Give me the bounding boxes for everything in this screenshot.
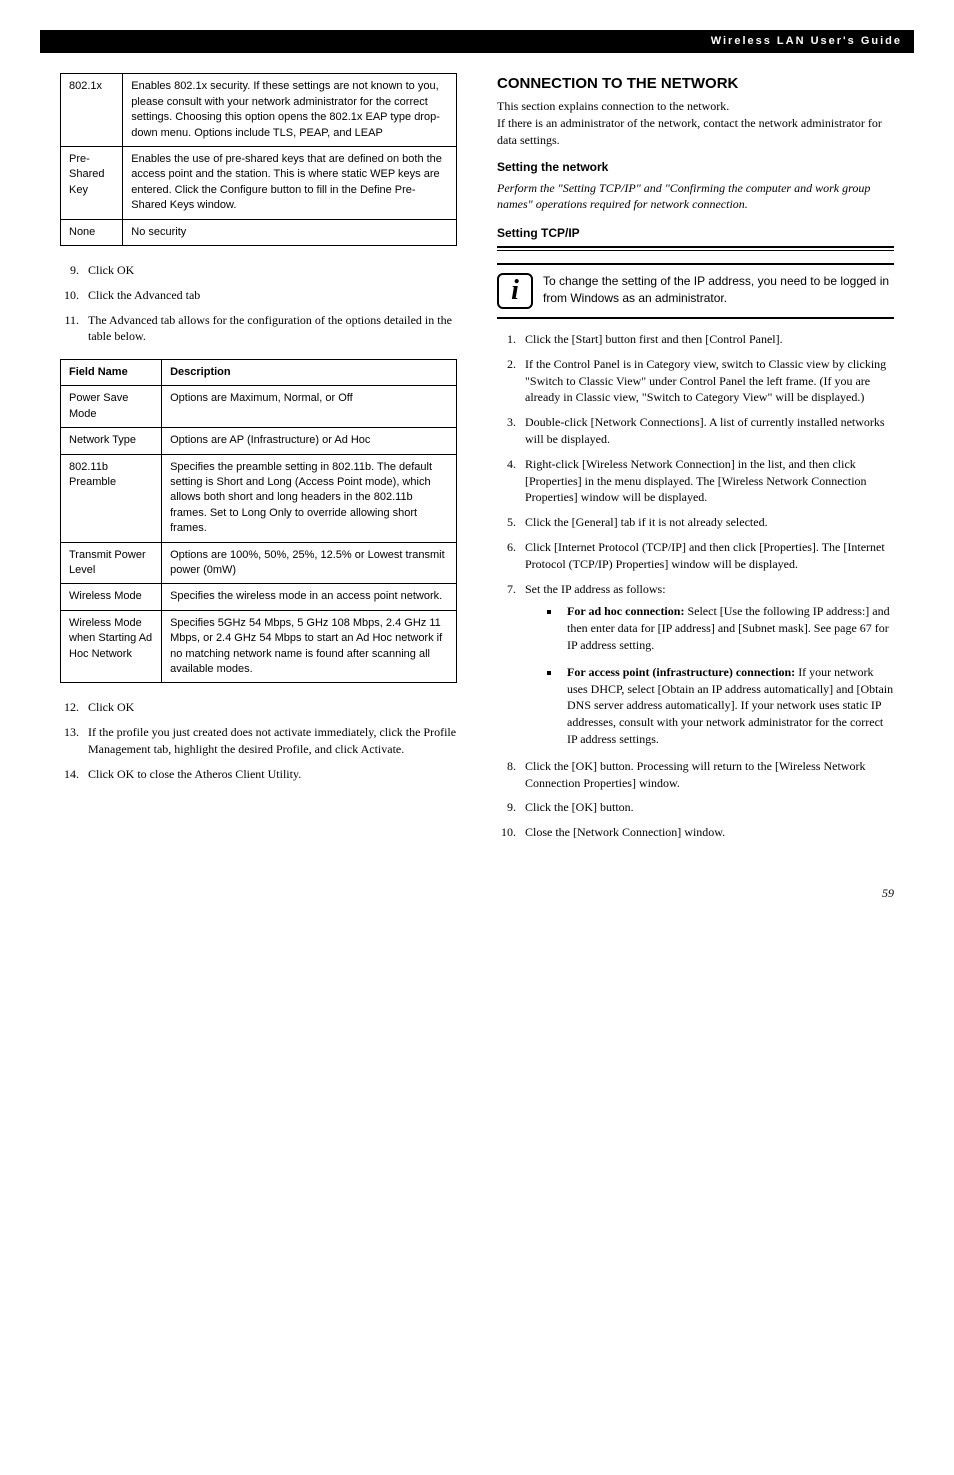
list-item: Click the [Start] button first and then … <box>519 331 894 348</box>
info-icon: i <box>497 273 533 309</box>
list-item: Click the [OK] button. <box>519 799 894 816</box>
note-box: i To change the setting of the IP addres… <box>497 263 894 319</box>
header-bar: Wireless LAN User's Guide <box>40 30 914 53</box>
list-item: Click OK <box>82 699 457 716</box>
lead: For ad hoc connection: <box>567 604 684 618</box>
list-item: Click [Internet Protocol (TCP/IP] and th… <box>519 539 894 573</box>
list-item: Click OK to close the Atheros Client Uti… <box>82 766 457 783</box>
left-column: 802.1xEnables 802.1x security. If these … <box>60 73 457 855</box>
steps-list-1: Click OK Click the Advanced tab The Adva… <box>60 262 457 345</box>
section-title: CONNECTION TO THE NETWORK <box>497 73 894 94</box>
steps-list-2: Click OK If the profile you just created… <box>60 699 457 782</box>
table-head-row: Field Name Description <box>61 360 457 386</box>
th-desc: Description <box>162 360 457 386</box>
steps-list-tcpip: Click the [Start] button first and then … <box>497 331 894 841</box>
table-row: Power Save ModeOptions are Maximum, Norm… <box>61 386 457 428</box>
table-row: Network TypeOptions are AP (Infrastructu… <box>61 428 457 454</box>
cell-desc: Enables the use of pre-shared keys that … <box>123 146 457 219</box>
right-column: CONNECTION TO THE NETWORK This section e… <box>497 73 894 855</box>
subhead-tcpip: Setting TCP/IP <box>497 225 894 242</box>
th-field: Field Name <box>61 360 162 386</box>
table-row: Wireless Mode when Starting Ad Hoc Netwo… <box>61 610 457 683</box>
intro-line-1: This section explains connection to the … <box>497 98 894 115</box>
cell-desc: Enables 802.1x security. If these settin… <box>123 74 457 147</box>
list-item: If the profile you just created does not… <box>82 724 457 758</box>
table-row: Wireless ModeSpecifies the wireless mode… <box>61 584 457 610</box>
rule <box>497 246 894 251</box>
table-row: NoneNo security <box>61 219 457 245</box>
table-row: Transmit Power LevelOptions are 100%, 50… <box>61 542 457 584</box>
list-item: Close the [Network Connection] window. <box>519 824 894 841</box>
subhead-text: Perform the "Setting TCP/IP" and "Confir… <box>497 180 894 214</box>
list-item: Click the [General] tab if it is not alr… <box>519 514 894 531</box>
list-item: If the Control Panel is in Category view… <box>519 356 894 406</box>
list-item: Double-click [Network Connections]. A li… <box>519 414 894 448</box>
table-row: 802.11b PreambleSpecifies the preamble s… <box>61 454 457 542</box>
page-number: 59 <box>60 885 894 902</box>
subhead-setting-network: Setting the network <box>497 159 894 176</box>
cell-name: 802.1x <box>61 74 123 147</box>
sub-bullets: For ad hoc connection: Select [Use the f… <box>525 603 894 747</box>
table-row: 802.1xEnables 802.1x security. If these … <box>61 74 457 147</box>
doc-title: Wireless LAN User's Guide <box>711 35 902 47</box>
list-item: Right-click [Wireless Network Connection… <box>519 456 894 506</box>
step-text: Set the IP address as follows: <box>525 582 666 596</box>
cell-desc: No security <box>123 219 457 245</box>
list-item: Set the IP address as follows: For ad ho… <box>519 581 894 748</box>
cell-name: None <box>61 219 123 245</box>
list-item: For access point (infrastructure) connec… <box>561 664 894 748</box>
advanced-table: Field Name Description Power Save ModeOp… <box>60 359 457 683</box>
cell-name: Pre-Shared Key <box>61 146 123 219</box>
list-item: For ad hoc connection: Select [Use the f… <box>561 603 894 653</box>
lead: For access point (infrastructure) connec… <box>567 665 795 679</box>
intro-line-2: If there is an administrator of the netw… <box>497 115 894 149</box>
list-item: The Advanced tab allows for the configur… <box>82 312 457 346</box>
list-item: Click the Advanced tab <box>82 287 457 304</box>
list-item: Click the [OK] button. Processing will r… <box>519 758 894 792</box>
security-table: 802.1xEnables 802.1x security. If these … <box>60 73 457 246</box>
list-item: Click OK <box>82 262 457 279</box>
content-columns: 802.1xEnables 802.1x security. If these … <box>60 73 894 855</box>
table-row: Pre-Shared KeyEnables the use of pre-sha… <box>61 146 457 219</box>
note-text: To change the setting of the IP address,… <box>543 273 894 307</box>
